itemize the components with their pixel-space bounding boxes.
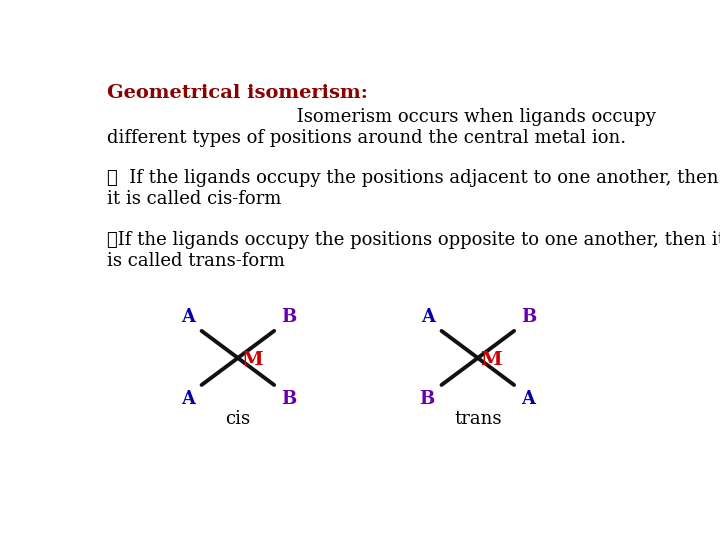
Text: Isomerism occurs when ligands occupy
different types of positions around the cen: Isomerism occurs when ligands occupy dif… [107,109,656,147]
Text: trans: trans [454,410,502,428]
Text: B: B [420,390,435,408]
Text: M: M [481,351,503,369]
Text: B: B [281,308,296,326]
Text: cis: cis [225,410,251,428]
Text: M: M [240,351,262,369]
Text: Geometrical isomerism:: Geometrical isomerism: [107,84,368,102]
Text: B: B [521,308,536,326]
Text: A: A [421,308,435,326]
Text: A: A [521,390,535,408]
Text: B: B [281,390,296,408]
Text: ✔  If the ligands occupy the positions adjacent to one another, then
it is calle: ✔ If the ligands occupy the positions ad… [107,168,719,207]
Text: A: A [181,390,195,408]
Text: A: A [181,308,195,326]
Text: ✔If the ligands occupy the positions opposite to one another, then it
is called : ✔If the ligands occupy the positions opp… [107,231,720,270]
